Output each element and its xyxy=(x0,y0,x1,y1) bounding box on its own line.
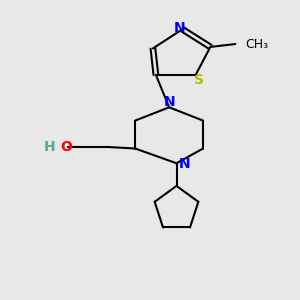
Text: S: S xyxy=(194,73,204,87)
Text: CH₃: CH₃ xyxy=(245,38,268,50)
Text: H: H xyxy=(44,140,56,154)
Text: N: N xyxy=(174,21,186,35)
Text: O: O xyxy=(60,140,72,154)
Text: N: N xyxy=(179,158,190,171)
Text: N: N xyxy=(163,95,175,109)
